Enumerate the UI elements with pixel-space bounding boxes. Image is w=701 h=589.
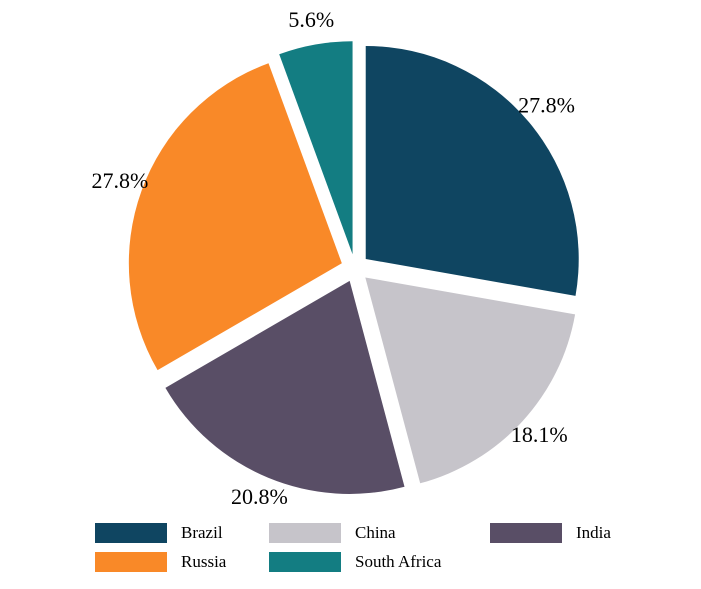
data-label-russia: 27.8%	[91, 168, 148, 193]
legend-item-brazil: Brazil	[95, 522, 223, 544]
legend-swatch-china	[269, 523, 341, 543]
pie-slice-brazil	[365, 45, 579, 296]
legend-item-china: China	[269, 522, 396, 544]
legend-swatch-india	[490, 523, 562, 543]
data-label-south-africa: 5.6%	[288, 7, 334, 32]
pie-slice-india	[165, 280, 405, 494]
legend-label-india: India	[576, 523, 611, 542]
data-label-india: 20.8%	[231, 484, 288, 509]
pie-slice-china	[365, 277, 576, 484]
legend-label-south-africa: South Africa	[355, 552, 442, 571]
legend-item-russia: Russia	[95, 551, 226, 573]
legend-swatch-south-africa	[269, 552, 341, 572]
legend-item-india: India	[490, 522, 611, 544]
legend-item-south-africa: South Africa	[269, 551, 441, 573]
pie-chart: 27.8% 18.1% 20.8% 27.8% 5.6%	[91, 7, 579, 509]
pie-slices	[128, 41, 579, 494]
data-label-brazil: 27.8%	[518, 92, 575, 117]
legend-swatch-russia	[95, 552, 167, 572]
pie-slice-russia	[128, 63, 342, 371]
legend-label-china: China	[355, 523, 396, 542]
legend-label-brazil: Brazil	[181, 523, 223, 542]
data-label-china: 18.1%	[511, 422, 568, 447]
legend: Brazil China India Russia South Africa	[95, 522, 655, 582]
pie-slice-south-africa	[279, 41, 353, 255]
slice-labels: 27.8% 18.1% 20.8% 27.8% 5.6%	[91, 7, 574, 509]
legend-label-russia: Russia	[181, 552, 227, 571]
legend-swatch-brazil	[95, 523, 167, 543]
